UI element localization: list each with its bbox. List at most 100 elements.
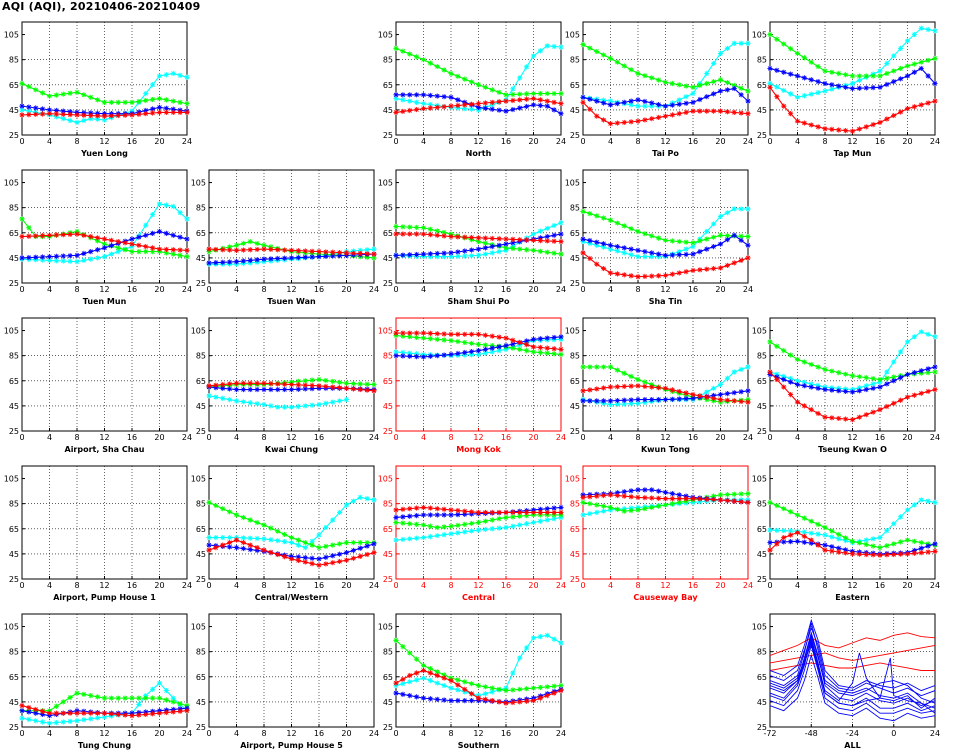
data-point — [503, 509, 509, 516]
data-point — [475, 695, 482, 701]
y-tick-label: 45 — [383, 550, 393, 559]
x-tick-label: 0 — [393, 285, 398, 294]
x-tick-label: 8 — [822, 433, 827, 442]
x-tick-label: 20 — [715, 137, 725, 146]
data-point — [621, 370, 627, 376]
data-point — [544, 350, 550, 356]
data-point — [400, 353, 406, 359]
x-tick-label: 20 — [715, 285, 725, 294]
x-tick-label: 0 — [393, 729, 398, 738]
data-point — [462, 349, 468, 356]
data-point — [343, 550, 350, 556]
data-point — [414, 330, 420, 336]
x-tick-label: 8 — [74, 433, 79, 442]
data-point — [163, 246, 169, 253]
data-point — [683, 100, 689, 106]
data-point — [870, 85, 876, 91]
data-point — [455, 350, 461, 357]
data-point — [67, 694, 73, 701]
series-day2 — [767, 499, 938, 551]
x-tick-label: 8 — [448, 729, 453, 738]
data-point — [690, 251, 696, 257]
data-point — [767, 369, 773, 375]
data-point — [544, 335, 550, 341]
data-point — [170, 70, 176, 77]
data-point — [580, 208, 586, 215]
data-point — [628, 383, 634, 389]
data-point — [877, 534, 883, 541]
x-tick-label: 12 — [473, 581, 483, 590]
data-point — [101, 236, 108, 242]
y-tick-label: 25 — [757, 575, 767, 584]
data-point — [455, 682, 461, 688]
data-point — [884, 81, 890, 88]
y-tick-label: 45 — [9, 698, 19, 707]
data-point — [774, 84, 780, 90]
data-point — [503, 514, 509, 521]
data-point — [364, 247, 370, 253]
data-point — [614, 243, 620, 250]
data-point — [407, 513, 413, 519]
data-point — [745, 111, 751, 117]
data-point — [724, 233, 730, 239]
data-point — [558, 238, 564, 245]
data-point — [745, 88, 751, 94]
data-point — [150, 695, 156, 701]
data-point — [676, 111, 682, 117]
data-point — [774, 36, 780, 42]
data-point — [904, 339, 911, 345]
data-point — [642, 103, 648, 109]
data-point — [448, 331, 454, 337]
data-point — [649, 116, 655, 122]
data-point — [482, 518, 488, 524]
data-point — [537, 336, 543, 342]
data-point — [662, 489, 669, 495]
data-point — [836, 388, 842, 394]
data-point — [40, 719, 46, 725]
data-point — [427, 226, 433, 232]
data-point — [808, 518, 814, 524]
data-point — [537, 509, 543, 516]
x-tick-label: 0 — [767, 137, 772, 146]
data-point — [551, 222, 557, 229]
data-point — [254, 535, 260, 542]
data-point — [302, 378, 308, 384]
data-point — [863, 73, 869, 79]
data-point — [343, 557, 350, 563]
data-point — [551, 90, 557, 97]
data-point — [891, 79, 897, 85]
data-point — [247, 542, 253, 548]
x-tick-label: 20 — [341, 285, 351, 294]
data-point — [448, 685, 454, 691]
data-point — [788, 379, 794, 385]
data-point — [551, 107, 557, 113]
x-tick-label: 12 — [660, 433, 670, 442]
y-tick-label: 85 — [196, 352, 206, 361]
data-point — [524, 509, 530, 516]
x-tick-label: 24 — [369, 729, 379, 738]
data-point — [427, 254, 433, 260]
data-point — [849, 73, 856, 79]
y-tick-label: 85 — [9, 500, 19, 509]
data-point — [558, 687, 564, 694]
data-point — [330, 249, 336, 255]
data-point — [856, 414, 862, 420]
data-point — [337, 379, 343, 385]
data-point — [656, 385, 662, 391]
x-tick-label: 16 — [688, 433, 698, 442]
data-point — [469, 106, 475, 112]
data-point — [60, 719, 66, 725]
x-tick-label: 8 — [448, 433, 453, 442]
data-point — [343, 385, 350, 391]
data-point — [683, 239, 689, 245]
data-point — [911, 104, 917, 110]
data-point — [642, 379, 648, 385]
data-point — [918, 368, 924, 374]
data-point — [904, 507, 911, 513]
data-point — [649, 103, 655, 109]
y-tick-label: 25 — [9, 723, 19, 732]
data-point — [676, 270, 682, 276]
data-point — [496, 525, 502, 531]
y-tick-label: 65 — [570, 377, 580, 386]
data-point — [530, 90, 537, 97]
